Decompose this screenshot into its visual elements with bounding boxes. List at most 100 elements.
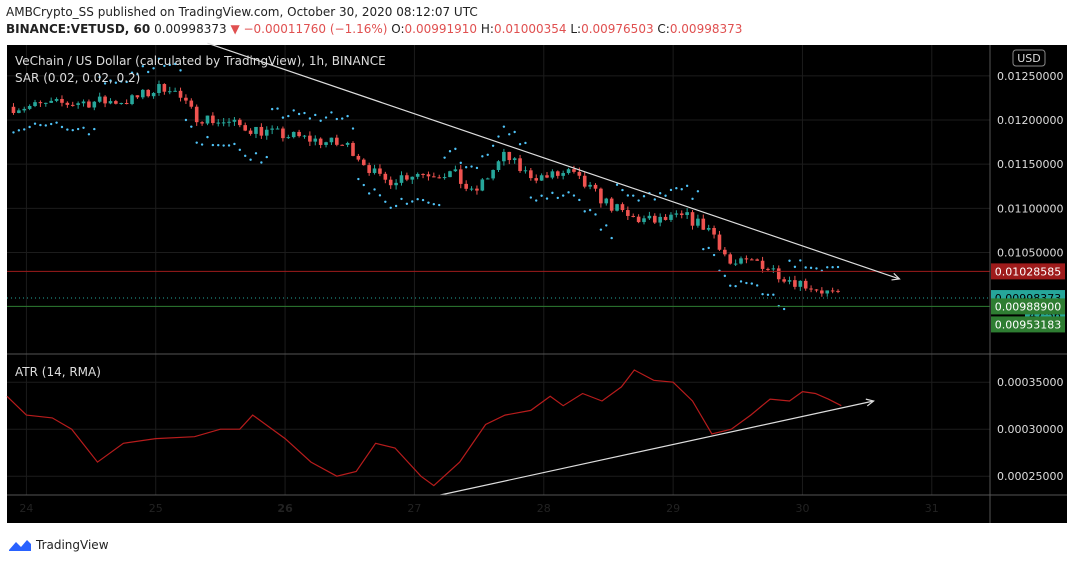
currency-label: USD: [1017, 52, 1041, 65]
sar-dot: [685, 184, 689, 188]
sar-dot: [664, 194, 667, 197]
sar-dot: [729, 284, 732, 287]
x-tick-label: 24: [19, 502, 33, 515]
candle-body: [572, 169, 576, 172]
sar-dot: [152, 67, 155, 70]
sar-dot: [734, 284, 737, 288]
tradingview-logo-icon: [9, 540, 31, 551]
sar-dot: [351, 127, 355, 130]
candle-body: [701, 218, 706, 230]
sar-dot: [529, 196, 533, 199]
sar-dot: [707, 246, 710, 250]
atr-label[interactable]: ATR (14, RMA): [15, 365, 101, 379]
sar-dot: [481, 155, 484, 158]
sar-dot: [28, 125, 31, 129]
sar-dot: [367, 192, 371, 195]
tradingview-logo[interactable]: TradingView: [8, 538, 109, 552]
chart-background: [7, 45, 1067, 523]
sar-dot: [308, 117, 312, 120]
candle-body: [776, 268, 781, 280]
candle-body: [782, 279, 786, 282]
candle-body: [335, 137, 339, 145]
chart-canvas[interactable]: 0.01250000 0.01200000 0.01150000 0.01100000…: [0, 40, 1073, 525]
candle-body: [690, 212, 695, 226]
candle-body: [108, 101, 113, 104]
candle-body: [281, 128, 285, 139]
candle-body: [545, 175, 549, 178]
atr-axis[interactable]: 0.00035000 0.00030000 0.00025000: [997, 376, 1063, 483]
sar-dot: [93, 127, 96, 131]
candle-body: [733, 263, 738, 265]
sar-dot: [17, 129, 21, 132]
sar-dot: [804, 266, 807, 269]
sar-dot: [712, 253, 716, 257]
sar-dot: [637, 199, 640, 202]
candle-body: [157, 84, 161, 94]
sar-dot: [335, 117, 339, 121]
sar-dot: [459, 161, 462, 165]
x-tick-label: 30: [795, 502, 809, 515]
candle-body: [351, 142, 355, 156]
candle-body: [458, 169, 463, 184]
sar-label[interactable]: SAR (0.02, 0.02, 0.2): [15, 71, 140, 85]
candle-body: [22, 108, 27, 111]
atr-tick-label: 0.00025000: [997, 470, 1063, 483]
candle-body: [76, 103, 80, 105]
candle-body: [97, 96, 102, 102]
sar-dot: [394, 204, 398, 208]
candle-body: [696, 218, 700, 226]
sar-dot: [60, 125, 64, 129]
sar-dot: [605, 224, 608, 227]
sar-dot: [157, 57, 161, 60]
time-axis[interactable]: 24 25 26 27 28 29 30 31: [19, 502, 938, 515]
candle-body: [453, 169, 458, 172]
sar-dot: [658, 192, 662, 195]
candle-body: [652, 215, 657, 223]
price-change: ▼ −0.00011760 (−1.16%): [230, 22, 388, 36]
candle-body: [507, 151, 512, 161]
sar-dot: [76, 127, 80, 131]
sar-dot: [454, 147, 457, 151]
candle-body: [706, 228, 711, 230]
sar-dot: [443, 156, 446, 159]
candle-body: [588, 184, 592, 187]
sar-dot: [588, 208, 592, 212]
sar-dot: [815, 267, 818, 270]
candle-body: [275, 128, 280, 130]
price-tick-label: 0.01150000: [997, 158, 1063, 171]
candle-body: [81, 101, 86, 104]
sar-dot: [330, 111, 333, 114]
candle-body: [87, 101, 91, 108]
candle-body: [561, 173, 565, 176]
candle-body: [130, 95, 134, 105]
candle-body: [820, 290, 824, 294]
sar-dot: [114, 81, 118, 84]
candle-body: [836, 290, 840, 292]
sar-dot: [755, 284, 759, 287]
sar-dot: [518, 142, 522, 146]
candle-body: [38, 102, 43, 104]
sar-dot: [561, 194, 565, 197]
sar-dot: [281, 116, 285, 119]
last-price: 0.00998373: [154, 22, 227, 36]
sar-dot: [626, 194, 630, 197]
sar-dot: [599, 228, 603, 231]
price-levels: [7, 270, 990, 307]
candle-body: [825, 290, 830, 294]
sar-dot: [583, 210, 586, 213]
candle-body: [749, 259, 754, 261]
sar-dot: [739, 280, 743, 283]
symbol-label: BINANCE:VETUSD, 60: [6, 22, 151, 36]
price-axis[interactable]: 0.01250000 0.01200000 0.01150000 0.01100000…: [997, 70, 1063, 260]
sar-dot: [594, 213, 597, 216]
candle-body: [291, 131, 296, 138]
sar-dot: [788, 259, 791, 262]
candle-body: [830, 290, 835, 292]
trend-lines[interactable]: [207, 42, 901, 496]
atr-tick-label: 0.00030000: [997, 423, 1063, 436]
candle-body: [604, 198, 609, 204]
candle-body: [135, 95, 140, 98]
sar-dot: [836, 265, 840, 269]
candle-body: [534, 178, 539, 181]
currency-button[interactable]: [1012, 49, 1046, 67]
